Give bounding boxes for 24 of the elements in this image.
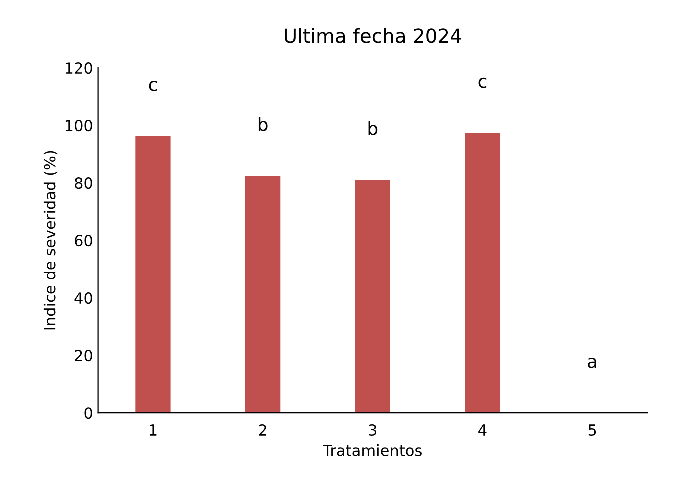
y-tick-label: 0 xyxy=(84,408,92,420)
bar xyxy=(245,176,281,414)
annotation: c xyxy=(478,78,487,88)
y-tick-label: 120 xyxy=(66,62,92,74)
bar xyxy=(465,133,500,414)
annotation: c xyxy=(149,81,158,92)
y-axis-title: Indice de severidad (%) xyxy=(44,151,58,330)
bar xyxy=(355,180,390,414)
chart-title: Ultima fecha 2024 xyxy=(285,28,462,44)
y-tick-label: 60 xyxy=(75,235,92,247)
y-tick-label: 40 xyxy=(74,292,92,304)
x-tick-label: 1 xyxy=(150,424,157,436)
x-tick-label: 4 xyxy=(478,424,487,436)
annotation: b xyxy=(258,117,268,132)
annotation: b xyxy=(368,121,378,136)
x-tick-label: 2 xyxy=(259,424,266,436)
x-tick-label: 3 xyxy=(369,424,377,436)
x-axis-title: Tratamientos xyxy=(323,444,422,456)
bar xyxy=(136,136,171,414)
x-tick-label: 5 xyxy=(588,424,596,436)
annotation: a xyxy=(588,358,596,368)
y-tick-label: 20 xyxy=(75,350,92,362)
y-tick-label: 100 xyxy=(66,120,92,132)
y-tick-label: 80 xyxy=(75,178,92,190)
